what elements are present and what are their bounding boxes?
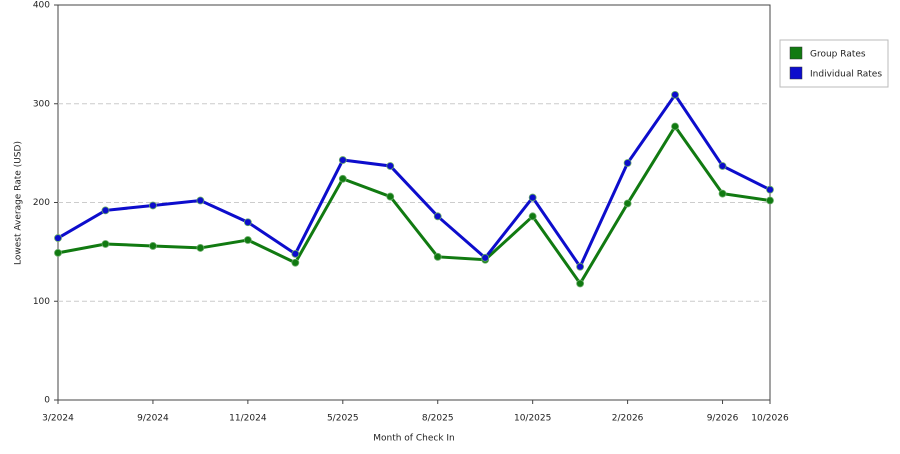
x-tick-label: 3/2024: [42, 414, 74, 424]
data-point: [196, 244, 205, 252]
data-point: [766, 185, 774, 194]
legend-swatch: [789, 46, 803, 60]
data-point: [101, 240, 110, 248]
y-tick-label: 0: [44, 396, 50, 406]
legend-label: Individual Rates: [810, 70, 882, 80]
data-point: [528, 212, 537, 221]
data-point: [576, 279, 585, 288]
data-point: [54, 234, 62, 242]
data-point: [338, 174, 347, 183]
y-axis-title: Lowest Average Rate (USD): [14, 141, 24, 265]
x-tick-label: 9/2026: [707, 414, 739, 424]
data-point: [528, 193, 537, 202]
x-axis-title: Month of Check In: [373, 434, 455, 444]
data-point: [671, 90, 679, 99]
data-point: [623, 199, 632, 208]
data-point: [623, 159, 632, 167]
data-point: [291, 258, 300, 267]
data-point: [338, 156, 347, 164]
data-point: [481, 253, 490, 262]
data-point: [433, 252, 442, 261]
x-tick-label: 2/2026: [612, 414, 644, 424]
data-point: [433, 212, 442, 221]
data-point: [149, 242, 157, 250]
data-point: [386, 162, 395, 170]
y-tick-label: 300: [33, 99, 50, 109]
data-point: [243, 236, 252, 244]
data-point: [766, 196, 774, 205]
data-point: [386, 192, 395, 201]
y-tick-label: 400: [33, 1, 50, 11]
data-point: [149, 201, 157, 210]
data-point: [54, 248, 62, 257]
y-tick-label: 100: [33, 297, 50, 307]
data-point: [576, 262, 585, 271]
series-line: [57, 123, 771, 287]
data-point: [718, 162, 727, 170]
data-point: [671, 122, 679, 131]
data-point: [243, 218, 252, 227]
x-tick-label: 10/2026: [751, 414, 789, 424]
x-tick-label: 9/2024: [137, 414, 169, 424]
x-tick-label: 5/2025: [327, 414, 359, 424]
x-tick-label: 10/2025: [514, 414, 551, 424]
data-point: [101, 206, 110, 215]
x-tick-label: 8/2025: [422, 414, 454, 424]
data-point: [718, 189, 727, 198]
legend-label: Group Rates: [810, 50, 866, 60]
x-tick-label: 11/2024: [229, 414, 267, 424]
y-tick-label: 200: [33, 198, 50, 208]
legend-swatch: [789, 66, 803, 80]
data-point: [291, 249, 300, 258]
series-line: [57, 92, 771, 270]
data-point: [196, 196, 205, 205]
